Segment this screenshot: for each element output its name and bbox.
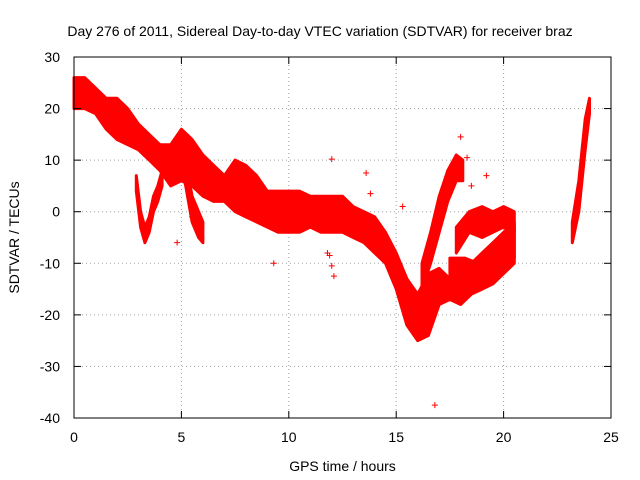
data-bands bbox=[72, 76, 591, 343]
data-point-plus bbox=[451, 167, 458, 174]
chart-title: Day 276 of 2011, Sidereal Day-to-day VTE… bbox=[67, 23, 572, 39]
data-point-plus bbox=[468, 182, 475, 189]
data-point-plus bbox=[330, 273, 337, 280]
x-axis-label: GPS time / hours bbox=[289, 458, 396, 474]
data-point-plus bbox=[326, 252, 333, 259]
y-tick-label: -10 bbox=[40, 255, 60, 271]
outlier-points bbox=[174, 133, 490, 409]
data-point-plus bbox=[431, 402, 438, 409]
data-point-plus bbox=[189, 213, 196, 220]
band-late-ring-lower bbox=[448, 225, 516, 291]
y-tick-label: 30 bbox=[44, 49, 60, 65]
data-point-plus bbox=[270, 260, 277, 267]
axis-ticks: 0 5 10 15 20 25 -40 -30 -20 -10 0 10 20 30 bbox=[40, 49, 619, 445]
data-point-plus bbox=[457, 133, 464, 140]
x-tick-label: 25 bbox=[603, 429, 619, 445]
data-point-plus bbox=[399, 203, 406, 210]
x-tick-label: 10 bbox=[281, 429, 297, 445]
y-tick-label: 20 bbox=[44, 101, 60, 117]
data-point-plus bbox=[328, 156, 335, 163]
band-main-band bbox=[72, 76, 516, 343]
band-arc-1 bbox=[134, 169, 164, 245]
y-tick-label: -40 bbox=[40, 410, 60, 426]
y-tick-label: 10 bbox=[44, 152, 60, 168]
data-point-plus bbox=[464, 154, 471, 161]
data-point-plus bbox=[363, 170, 370, 177]
band-rising-streak bbox=[420, 153, 465, 291]
data-point-plus bbox=[367, 190, 374, 197]
x-tick-label: 20 bbox=[496, 429, 512, 445]
y-tick-label: -20 bbox=[40, 307, 60, 323]
x-tick-label: 5 bbox=[178, 429, 186, 445]
data-point-plus bbox=[483, 172, 490, 179]
data-point-plus bbox=[328, 262, 335, 269]
band-arc-2 bbox=[171, 132, 205, 245]
y-axis-label: SDTVAR / TECUs bbox=[6, 181, 22, 293]
data-point-plus bbox=[174, 239, 181, 246]
plot-frame bbox=[73, 56, 612, 419]
y-tick-label: 0 bbox=[52, 204, 60, 220]
x-tick-label: 0 bbox=[70, 429, 78, 445]
x-tick-label: 15 bbox=[388, 429, 404, 445]
y-tick-label: -30 bbox=[40, 358, 60, 374]
band-end-segment bbox=[570, 96, 591, 245]
